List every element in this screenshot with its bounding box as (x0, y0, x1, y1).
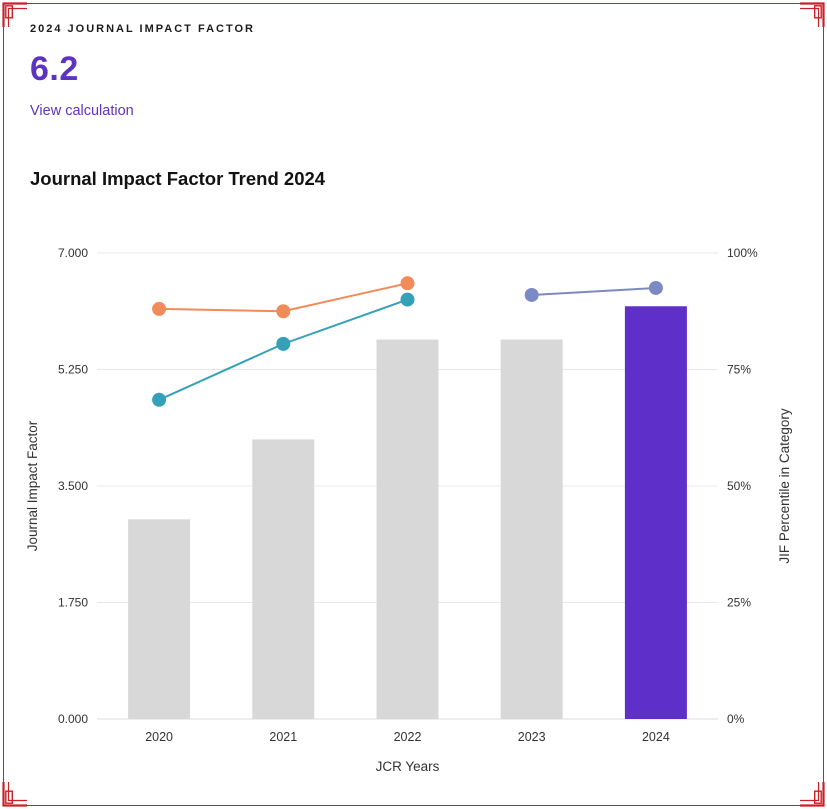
y-right-tick-label: 100% (727, 246, 758, 260)
y-left-tick-label: 1.750 (58, 596, 88, 610)
percentile-point-2020[interactable] (152, 392, 167, 407)
jif-year-kicker: 2024 JOURNAL IMPACT FACTOR (30, 23, 255, 35)
x-axis-title: JCR Years (376, 759, 440, 774)
x-tick-label: 2020 (145, 730, 173, 744)
jif-trend-chart: 7.000 100% 5.250 75% 3.500 50% 1.750 25% 0.000 0%… (25, 246, 792, 774)
percentile-point-2022[interactable] (400, 276, 415, 291)
bar-2024[interactable] (624, 306, 687, 719)
y-right-axis-title: JIF Percentile in Category (777, 408, 792, 564)
x-tick-label: 2022 (394, 730, 422, 744)
percentile-point-2020[interactable] (152, 301, 167, 316)
y-right-tick-label: 0% (727, 712, 745, 726)
bar-2020[interactable] (128, 519, 191, 719)
chart-title: Journal Impact Factor Trend 2024 (30, 168, 326, 189)
y-left-tick-label: 7.000 (58, 246, 88, 260)
percentile-point-2021[interactable] (276, 336, 291, 351)
bar-2022[interactable] (376, 339, 439, 719)
x-tick-label: 2021 (269, 730, 297, 744)
bar-2023[interactable] (500, 339, 563, 719)
y-right-tick-label: 75% (727, 363, 751, 377)
percentile-line-3 (531, 286, 656, 296)
x-tick-label: 2023 (518, 730, 546, 744)
percentile-point-2022[interactable] (400, 292, 415, 307)
y-left-tick-label: 0.000 (58, 712, 88, 726)
percentile-point-2024[interactable] (648, 280, 663, 295)
bar-2021[interactable] (252, 439, 315, 719)
view-calculation-link[interactable]: View calculation (30, 103, 134, 119)
frame-corner-ornament (1, 1, 27, 27)
jif-value: 6.2 (30, 50, 79, 88)
frame-corner-ornament (800, 1, 826, 27)
y-left-axis-title: Journal Impact Factor (25, 420, 40, 551)
y-left-tick-label: 5.250 (58, 363, 88, 377)
y-right-tick-label: 25% (727, 596, 751, 610)
percentile-point-2023[interactable] (524, 287, 539, 302)
x-tick-label: 2024 (642, 730, 670, 744)
y-left-tick-label: 3.500 (58, 479, 88, 493)
percentile-point-2021[interactable] (276, 304, 291, 319)
y-right-tick-label: 50% (727, 479, 751, 493)
